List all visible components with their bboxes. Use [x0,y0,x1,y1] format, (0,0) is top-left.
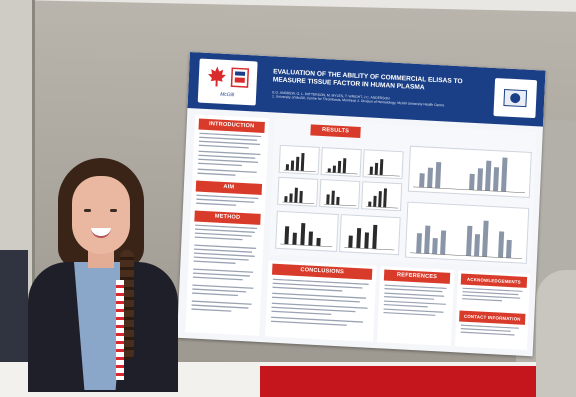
results-graph [362,149,404,180]
references-text-lines [383,284,447,316]
results-panel: RESULTS [268,118,537,269]
presenter-face [72,176,130,254]
acknowledgements-text-lines [462,287,523,302]
presenter-eye [84,209,91,212]
aim-heading: AIM [195,180,263,195]
results-graph [319,178,361,210]
conclusions-text [270,278,370,338]
references-heading: REFERENCES [383,269,451,284]
university-logo-icon [230,67,250,88]
method-heading: METHOD [194,210,261,225]
conclusions-text-lines [270,278,369,326]
contact-text-lines [460,324,519,336]
university-logo: McGill [197,58,258,106]
acknowledgements-heading: ACKNOWLEDGEMENTS [460,273,528,288]
logo-text: McGill [220,91,235,99]
references-text [382,284,448,342]
introduction-heading: INTRODUCTION [198,118,265,134]
presenter [28,150,178,392]
conclusions-panel: CONCLUSIONS [265,260,377,342]
method-text-lines [191,224,258,312]
results-graph [320,147,362,178]
results-graph [339,214,401,256]
results-graph [275,210,339,252]
presenter-smile [91,228,111,238]
aim-text-lines [196,194,259,206]
results-graph [361,181,403,212]
lanyard [116,280,124,380]
maple-leaf-icon [208,66,226,87]
header-logo-icon [503,88,528,108]
method-text [190,224,259,332]
left-column: INTRODUCTION AIM [185,114,270,337]
results-graph [404,201,530,264]
acknowledgements-panel: ACKNOWLEDGEMENTS CONTACT INFORMATION [454,270,531,351]
aim-text [196,194,260,210]
presenter-eye [110,209,117,212]
red-carpet [260,366,576,397]
results-graph [277,176,319,207]
bystander [536,270,576,397]
references-panel: REFERENCES [377,266,455,347]
results-heading: RESULTS [310,124,361,139]
conclusions-heading: CONCLUSIONS [271,263,373,280]
introduction-text [197,132,263,178]
results-graph [407,145,532,198]
acknowledgements-text [462,287,525,311]
poster-header: McGill EVALUATION OF THE ABILITY OF COMM… [187,52,546,127]
research-poster: McGill EVALUATION OF THE ABILITY OF COMM… [177,52,546,357]
header-right-logo [493,78,538,119]
results-graph [278,144,320,175]
contact-heading: CONTACT INFORMATION [459,310,526,325]
contact-text [460,324,523,346]
introduction-text-lines [197,132,262,176]
presenter-neck [88,250,114,268]
